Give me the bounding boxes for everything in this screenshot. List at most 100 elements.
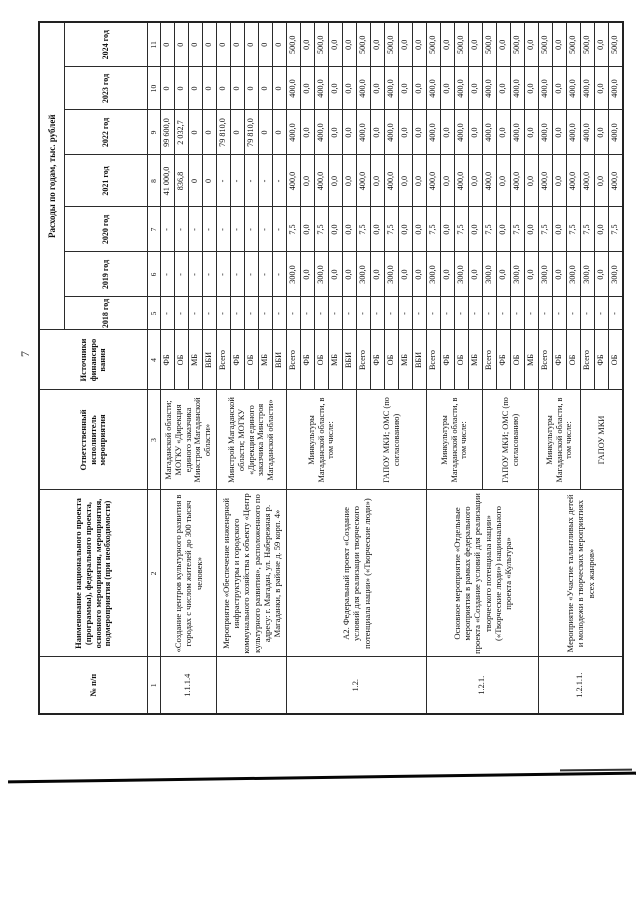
year-value-cell: 0,0 [468,252,483,297]
year-value-cell: 0,0 [370,155,385,207]
year-value-cell: 0,0 [398,110,413,155]
year-value-cell: 0 [272,22,287,67]
year-value-cell: 500,0 [454,22,469,67]
funding-source-cell: ОБ [384,330,399,390]
year-value-cell: 7,5 [580,207,595,252]
year-value-cell: - [174,207,189,252]
year-value-cell: 400,0 [314,67,329,110]
year-value-cell: 0 [230,67,245,110]
year-value-cell: 7,5 [482,207,497,252]
year-value-cell: - [524,297,539,330]
year-value-cell: 500,0 [510,22,525,67]
year-value-cell: 0,0 [552,110,567,155]
year-value-cell: 400,0 [482,155,497,207]
year-value-cell: - [272,207,287,252]
year-value-cell: 0 [188,22,203,67]
year-value-cell: - [244,155,259,207]
year-value-cell: 300,0 [580,252,595,297]
row-number-cell: 1.2.1. [426,657,539,714]
year-value-cell: 836,8 [174,155,189,207]
funding-source-cell: МБ [524,330,539,390]
row-number-cell: 1.1.1.4 [160,657,217,714]
funding-source-cell: ВБИ [272,330,287,390]
year-value-cell: 0 [202,67,217,110]
year-value-cell: - [384,297,399,330]
year-value-cell: 7,5 [314,207,329,252]
year-value-cell: 400,0 [538,110,553,155]
year-value-cell: 0,0 [496,207,511,252]
year-value-cell: - [454,297,469,330]
year-value-cell: 400,0 [426,110,441,155]
column-number: 11 [147,22,161,67]
year-value-cell: 0,0 [496,110,511,155]
year-value-cell: 500,0 [314,22,329,67]
funding-source-cell: Всего [580,330,595,390]
project-name-cell: Основное мероприятие «Отдельные мероприя… [426,490,539,657]
year-value-cell: 7,5 [608,207,623,252]
year-value-cell: 300,0 [426,252,441,297]
year-value-cell: 0,0 [328,22,343,67]
year-value-cell: 0,0 [300,22,315,67]
year-value-cell: 0,0 [342,252,357,297]
year-value-cell: 400,0 [454,155,469,207]
year-value-cell: 0,0 [552,155,567,207]
year-value-cell: 0 [258,22,273,67]
year-value-cell: - [566,297,581,330]
year-value-cell: 400,0 [384,67,399,110]
year-value-cell: 0,0 [440,207,455,252]
year-value-cell: - [468,297,483,330]
year-value-cell: 300,0 [608,252,623,297]
year-value-cell: 0,0 [496,22,511,67]
year-value-cell: 0 [216,67,231,110]
year-value-cell: 7,5 [286,207,301,252]
funding-source-cell: ОБ [510,330,525,390]
year-value-cell: - [230,297,245,330]
funding-source-cell: ОБ [174,330,189,390]
year-value-cell: 400,0 [482,110,497,155]
year-value-cell: - [216,155,231,207]
year-value-cell: - [230,207,245,252]
year-value-cell: 0,0 [440,67,455,110]
year-value-cell: 400,0 [314,155,329,207]
year-value-cell: 7,5 [538,207,553,252]
responsible-cell: ГАПОУ МКИ [580,390,623,490]
year-value-cell: - [398,297,413,330]
year-value-cell: 0,0 [342,207,357,252]
year-value-cell: - [300,297,315,330]
year-value-cell: 7,5 [356,207,371,252]
funding-source-cell: ФБ [300,330,315,390]
header-row-number: № п/п [39,657,148,714]
year-value-cell: - [188,252,203,297]
year-value-cell: 300,0 [482,252,497,297]
year-value-cell: 0,0 [552,22,567,67]
year-value-cell: 0,0 [524,67,539,110]
year-value-cell: - [258,297,273,330]
year-value-cell: 400,0 [608,67,623,110]
year-value-cell: 400,0 [314,110,329,155]
year-value-cell: - [188,207,203,252]
table-header: № п/п Наименование национального проекта… [39,22,161,714]
year-value-cell: 0,0 [370,67,385,110]
table-body: 1.1.1.4 «Создание центров культурного раз… [160,22,623,714]
funding-source-cell: ФБ [552,330,567,390]
year-value-cell: 0 [188,110,203,155]
column-number: 1 [147,657,161,714]
year-value-cell: 400,0 [608,110,623,155]
column-number: 6 [147,252,161,297]
year-value-cell: 0,0 [496,67,511,110]
year-value-cell: - [230,252,245,297]
year-value-cell: 0,0 [524,207,539,252]
year-value-cell: 500,0 [384,22,399,67]
year-value-cell: 400,0 [356,110,371,155]
column-number: 9 [147,110,161,155]
funding-source-cell: Всего [426,330,441,390]
year-value-cell: 0,0 [328,207,343,252]
column-number: 3 [147,390,161,490]
year-value-cell: - [328,297,343,330]
year-value-cell: - [202,207,217,252]
year-value-cell: 400,0 [426,155,441,207]
year-value-cell: 0 [174,67,189,110]
year-value-cell: 0,0 [328,67,343,110]
year-value-cell: 0 [244,67,259,110]
